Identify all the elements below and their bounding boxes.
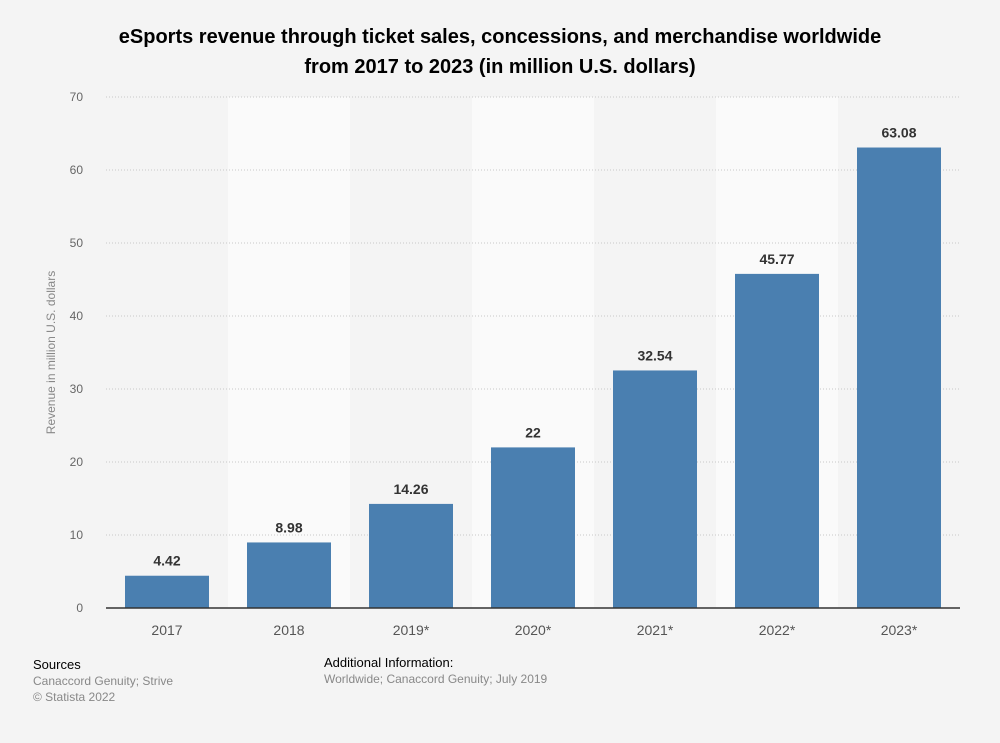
bar xyxy=(857,147,941,609)
bar xyxy=(491,447,575,608)
y-tick-label: 20 xyxy=(70,455,84,469)
data-label: 63.08 xyxy=(881,125,916,141)
bar xyxy=(735,273,819,608)
y-tick-label: 0 xyxy=(76,601,83,615)
data-label: 8.98 xyxy=(275,519,302,535)
data-label: 32.54 xyxy=(637,347,672,363)
bar xyxy=(125,575,209,608)
sources-text[interactable]: Canaccord Genuity; Strive xyxy=(33,674,174,688)
y-tick-label: 60 xyxy=(70,163,84,177)
x-tick-label: 2019* xyxy=(393,622,430,638)
y-tick-label: 50 xyxy=(70,236,84,250)
bar xyxy=(613,370,697,608)
additional-info-text: Worldwide; Canaccord Genuity; July 2019 xyxy=(324,672,548,686)
sources-heading: Sources xyxy=(33,657,81,672)
chart-title: eSports revenue through ticket sales, co… xyxy=(118,26,882,78)
x-tick-label: 2018 xyxy=(273,622,304,638)
x-tick-label: 2017 xyxy=(151,622,182,638)
additional-info-block: Additional Information: Worldwide; Canac… xyxy=(324,655,547,687)
bar xyxy=(369,503,453,608)
y-tick-label: 70 xyxy=(70,90,84,104)
y-tick-label: 40 xyxy=(70,309,84,323)
y-tick-label: 10 xyxy=(70,528,84,542)
sources-block: Sources Canaccord Genuity; Strive © Stat… xyxy=(33,657,173,705)
x-tick-label: 2023* xyxy=(881,622,918,638)
copyright: © Statista 2022 xyxy=(33,690,116,704)
x-tick-label: 2021* xyxy=(637,622,674,638)
data-label: 22 xyxy=(525,424,541,440)
y-tick-label: 30 xyxy=(70,382,84,396)
x-tick-label: 2022* xyxy=(759,622,796,638)
data-label: 45.77 xyxy=(759,251,794,267)
data-label: 14.26 xyxy=(393,481,428,497)
data-label: 4.42 xyxy=(153,553,180,569)
y-axis-label: Revenue in million U.S. dollars xyxy=(44,271,58,434)
additional-info-heading: Additional Information: xyxy=(324,655,454,670)
x-tick-label: 2020* xyxy=(515,622,552,638)
bar xyxy=(247,542,331,608)
band-background xyxy=(228,97,350,608)
